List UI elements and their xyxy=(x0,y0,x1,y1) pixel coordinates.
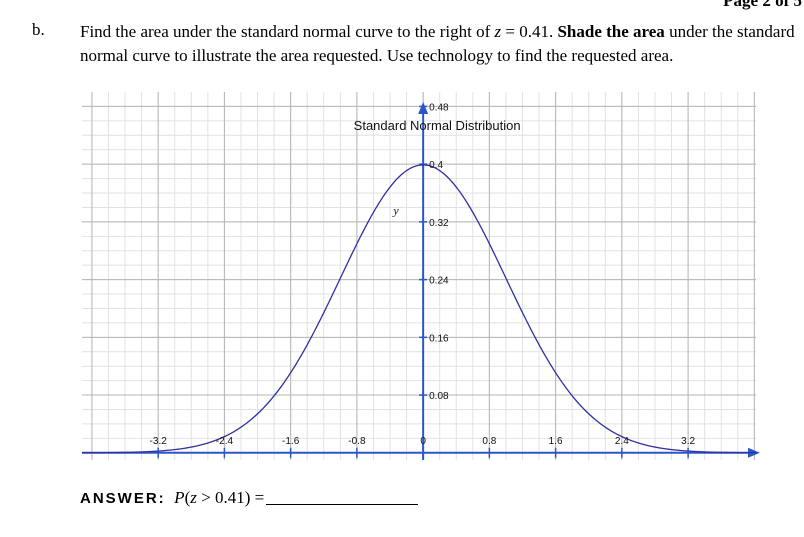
answer-expression: P(z > 0.41) = xyxy=(174,488,264,507)
answer-p: P xyxy=(174,488,185,507)
x-tick-label: 0.8 xyxy=(482,436,496,447)
question-bold: Shade the area xyxy=(557,22,665,41)
chart-axes xyxy=(82,102,760,460)
y-tick-label: 0.32 xyxy=(429,218,449,229)
curve-layer xyxy=(82,164,757,454)
question-rest: under the standard normal curve to illus… xyxy=(80,22,795,65)
y-tick-label: 0.24 xyxy=(429,276,449,287)
normal-curve-line xyxy=(82,164,757,454)
x-tick-label: -3.2 xyxy=(150,436,168,447)
y-tick-label: 0.48 xyxy=(429,102,449,113)
question-text: Find the area under the standard normal … xyxy=(80,20,795,68)
y-tick-label: 0.16 xyxy=(429,333,449,344)
x-tick-label: 3.2 xyxy=(681,436,695,447)
answer-blank-input[interactable] xyxy=(266,488,419,505)
answer-z: z xyxy=(190,488,197,507)
y-tick-label: 0.08 xyxy=(429,391,449,402)
answer-line: ANSWER: P(z > 0.41) = xyxy=(80,488,419,508)
question-z-eq: = 0.41. xyxy=(501,22,558,41)
y-tick-label: 0.4 xyxy=(429,160,443,171)
chart-title: Standard Normal Distribution xyxy=(354,118,521,133)
chart-labels: -3.2 -2.4 -1.6 -0.8 0 0.8 1.6 2.4 3.2 0.08 0.16 0.2… xyxy=(150,102,696,446)
x-tick-label: -0.8 xyxy=(348,436,366,447)
x-tick-label: -1.6 xyxy=(282,436,300,447)
x-tick-label: 2.4 xyxy=(615,436,629,447)
x-tick-label: -2.4 xyxy=(216,436,234,447)
answer-open: ( xyxy=(184,488,191,507)
y-axis-arrow xyxy=(418,102,429,114)
answer-label: ANSWER: xyxy=(80,490,166,507)
x-tick-label: 1.6 xyxy=(549,436,563,447)
question-z-var: z xyxy=(494,22,502,41)
question-label: b. xyxy=(32,20,45,39)
page-header: Page 2 of 5 xyxy=(723,0,802,10)
question-intro: Find the area under the standard normal … xyxy=(80,22,495,41)
chart-grid xyxy=(82,92,756,460)
answer-cond: > 0.41) = xyxy=(196,488,265,507)
x-tick-label: 0 xyxy=(420,436,426,447)
y-axis-label: y xyxy=(392,204,399,218)
